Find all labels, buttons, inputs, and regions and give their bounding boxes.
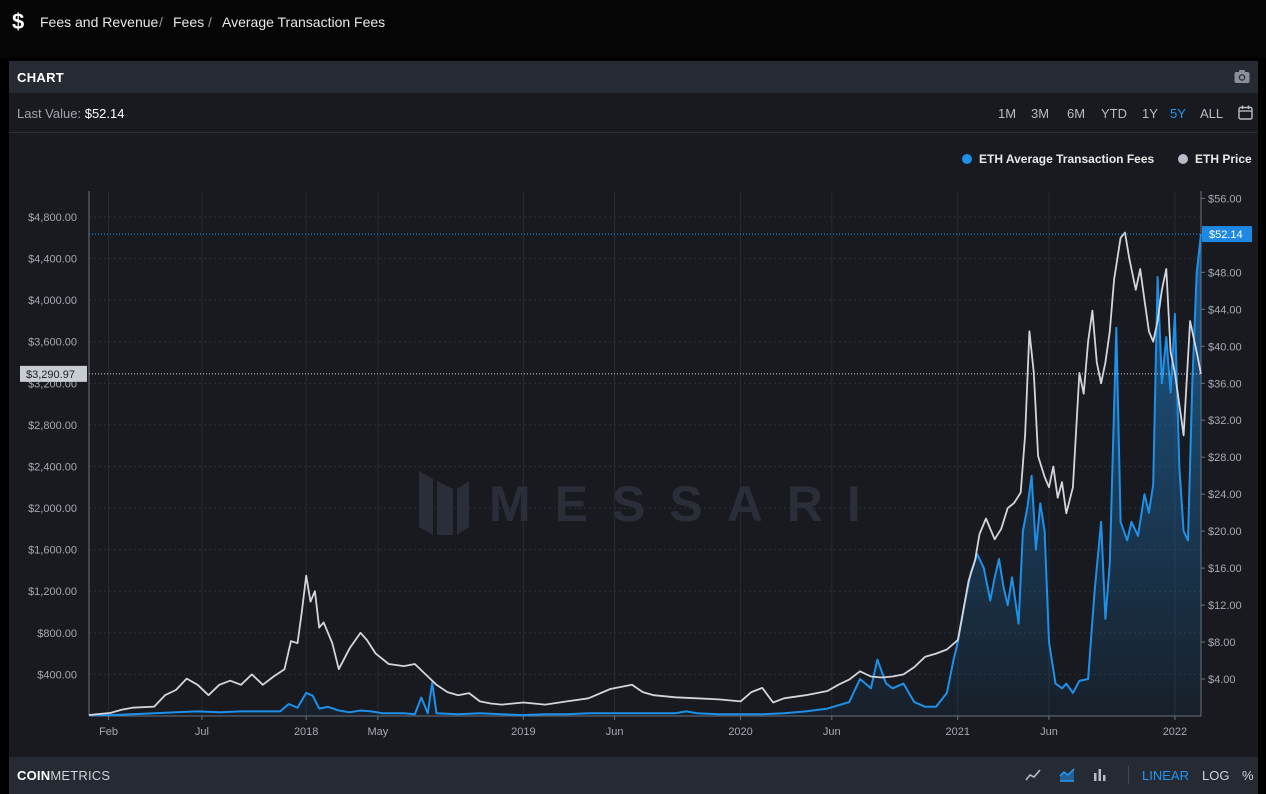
right-axis: $4.00 $8.00 $12.00 $16.00 $20.00 $24.00 $28.00… bbox=[1200, 191, 1242, 716]
left-tick-label: $1,200.00 bbox=[28, 586, 77, 598]
x-tick-label: Jul bbox=[195, 726, 209, 738]
right-tick-label: $20.00 bbox=[1208, 526, 1242, 538]
calendar-icon[interactable] bbox=[1238, 105, 1253, 120]
right-tick-label: $48.00 bbox=[1208, 267, 1242, 279]
legend-item-fees[interactable]: ETH Average Transaction Fees bbox=[962, 152, 1154, 166]
watermark-text: MESSARI bbox=[489, 476, 885, 532]
panel-title: CHART bbox=[17, 70, 64, 85]
breadcrumb-item-fees[interactable]: Fees bbox=[173, 14, 205, 30]
legend-label-price: ETH Price bbox=[1195, 152, 1252, 166]
camera-icon[interactable] bbox=[1234, 69, 1250, 84]
price-line bbox=[88, 231, 1202, 716]
range-3m[interactable]: 3M bbox=[1031, 106, 1050, 121]
messari-watermark: MESSARI bbox=[419, 471, 885, 535]
x-tick-label: Feb bbox=[99, 726, 118, 738]
x-tick-label: 2021 bbox=[946, 726, 970, 738]
chart-footer: COINMETRICS LINEAR LOG % bbox=[9, 757, 1258, 794]
messari-logo-icon bbox=[419, 471, 469, 535]
range-ytd[interactable]: YTD bbox=[1101, 106, 1127, 121]
left-tick-label: $2,400.00 bbox=[28, 461, 77, 473]
dollar-icon: $ bbox=[12, 9, 25, 34]
right-tick-label: $4.00 bbox=[1208, 674, 1236, 686]
coinmetrics-logo: COINMETRICS bbox=[17, 768, 111, 783]
legend-item-price[interactable]: ETH Price bbox=[1178, 152, 1252, 166]
x-tick-label: 2019 bbox=[511, 726, 535, 738]
breadcrumb-item-average-transaction-fees: Average Transaction Fees bbox=[222, 14, 386, 30]
grid-lines bbox=[89, 191, 1201, 716]
scale-log[interactable]: LOG bbox=[1202, 768, 1230, 783]
right-tick-label: $40.00 bbox=[1208, 341, 1242, 353]
right-tick-label: $28.00 bbox=[1208, 452, 1242, 464]
panel-header: CHART bbox=[9, 61, 1258, 93]
legend-dot-fees bbox=[962, 154, 972, 164]
legend-label-fees: ETH Average Transaction Fees bbox=[979, 152, 1155, 166]
right-tick-label: $16.00 bbox=[1208, 563, 1242, 575]
left-tick-label: $2,000.00 bbox=[28, 503, 77, 515]
left-tick-label: $3,600.00 bbox=[28, 337, 77, 349]
last-value-label: Last Value: bbox=[17, 106, 82, 121]
scale-linear[interactable]: LINEAR bbox=[1142, 768, 1189, 783]
crosshair-label-fees: $52.14 bbox=[1209, 229, 1243, 241]
range-all[interactable]: ALL bbox=[1200, 106, 1224, 121]
left-tick-label: $2,800.00 bbox=[28, 420, 77, 432]
x-tick-label: 2020 bbox=[728, 726, 752, 738]
crosshair-label-price: $3,290.97 bbox=[26, 369, 75, 381]
right-tick-label: $36.00 bbox=[1208, 378, 1242, 390]
left-tick-label: $4,800.00 bbox=[28, 212, 77, 224]
x-tick-label: Jun bbox=[606, 726, 624, 738]
legend-dot-price bbox=[1178, 154, 1188, 164]
right-tick-label: $8.00 bbox=[1208, 637, 1236, 649]
x-tick-label: Jun bbox=[1040, 726, 1058, 738]
scale-percent[interactable]: % bbox=[1242, 768, 1254, 783]
breadcrumb-item-fees-and-revenue[interactable]: Fees and Revenue bbox=[40, 14, 159, 30]
right-tick-label: $56.00 bbox=[1208, 193, 1242, 205]
x-tick-label: May bbox=[367, 726, 388, 738]
x-tick-label: Jun bbox=[823, 726, 841, 738]
left-tick-label: $4,000.00 bbox=[28, 295, 77, 307]
chart-canvas[interactable]: MESSARI $400.00 $800.00 $1,200.00 $1,600.00… bbox=[9, 61, 1258, 757]
area-chart-icon[interactable] bbox=[1059, 767, 1075, 783]
left-tick-label: $4,400.00 bbox=[28, 254, 77, 266]
right-tick-label: $44.00 bbox=[1208, 304, 1242, 316]
right-tick-label: $24.00 bbox=[1208, 489, 1242, 501]
series-layer bbox=[88, 231, 1202, 717]
range-5y[interactable]: 5Y bbox=[1170, 106, 1186, 121]
range-1m[interactable]: 1M bbox=[998, 106, 1017, 121]
left-axis: $400.00 $800.00 $1,200.00 $1,600.00 $2,000.0… bbox=[28, 191, 90, 716]
right-tick-label: $12.00 bbox=[1208, 600, 1242, 612]
last-value: Last Value: $52.14 bbox=[17, 106, 124, 121]
crosshair-badge-price bbox=[20, 365, 87, 382]
bar-chart-icon[interactable] bbox=[1092, 767, 1108, 783]
divider bbox=[9, 132, 1258, 133]
crosshair: $52.14 $3,290.97 bbox=[20, 226, 1252, 382]
range-1y[interactable]: 1Y bbox=[1142, 106, 1158, 121]
x-tick-label: 2018 bbox=[294, 726, 318, 738]
last-value-amount: $52.14 bbox=[84, 106, 125, 121]
left-tick-label: $400.00 bbox=[37, 669, 77, 681]
line-chart-icon[interactable] bbox=[1025, 767, 1041, 783]
left-tick-label: $1,600.00 bbox=[28, 545, 77, 557]
crosshair-badge-fees bbox=[1202, 226, 1252, 243]
breadcrumb-separator: / bbox=[208, 14, 212, 30]
fees-line bbox=[89, 233, 1202, 717]
x-tick-label: 2022 bbox=[1163, 726, 1187, 738]
top-bar: $ Fees and Revenue / Fees / Average Tran… bbox=[0, 0, 1266, 58]
x-axis: Feb Jul 2018 May 2019 Jun 2020 Jun 2021 Jun 2022 bbox=[89, 715, 1201, 738]
footer-divider bbox=[1128, 766, 1129, 784]
right-tick-label: $32.00 bbox=[1208, 415, 1242, 427]
range-6m[interactable]: 6M bbox=[1067, 106, 1086, 121]
chart-panel: CHART Last Value: $52.14 1M 3M 6M YTD 1Y… bbox=[9, 61, 1258, 794]
breadcrumb-separator: / bbox=[159, 14, 163, 30]
left-tick-label: $800.00 bbox=[37, 628, 77, 640]
